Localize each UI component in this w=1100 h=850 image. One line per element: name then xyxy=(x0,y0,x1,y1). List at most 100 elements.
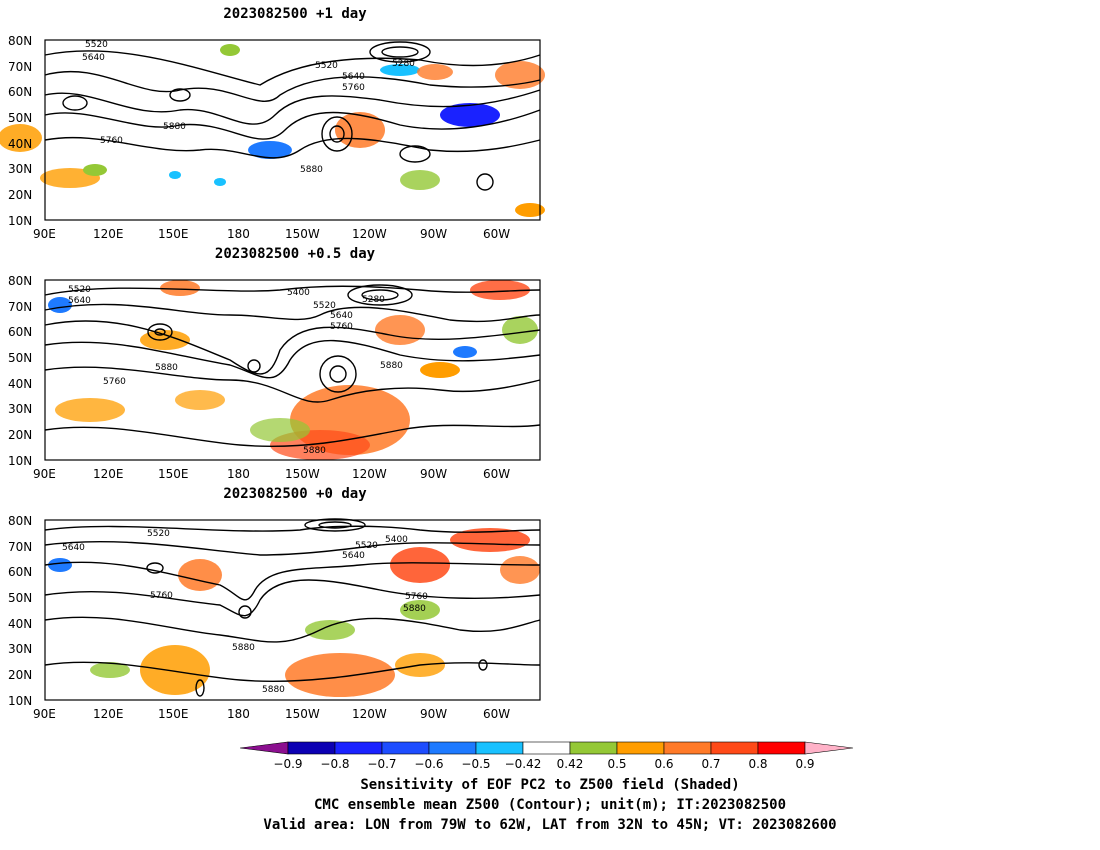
contour-label: 5520 xyxy=(85,40,108,50)
colorbar-swatch xyxy=(710,741,759,755)
lon-labels: 90E 120E 150E 180 150W 120W 90W 60W xyxy=(33,707,510,721)
lon-label: 180 xyxy=(227,707,250,721)
colorbar-tick-label: −0.5 xyxy=(461,757,490,770)
contour-label: 5880 xyxy=(303,446,326,456)
colorbar-swatch xyxy=(663,741,712,755)
contour-layer xyxy=(44,518,541,697)
contour-label: 5640 xyxy=(82,53,105,63)
lat-label: 50N xyxy=(8,111,32,125)
contour-labels: 5520 5640 5400 5520 5280 5640 5760 5760 … xyxy=(68,285,403,456)
lon-label: 60W xyxy=(483,467,510,481)
contour-label: 5880 xyxy=(155,363,178,373)
colorbar-tick-label: 0.5 xyxy=(607,757,626,770)
lat-label: 50N xyxy=(8,351,32,365)
lat-label: 30N xyxy=(8,642,32,656)
lon-label: 90W xyxy=(420,227,447,241)
lat-labels: 80N 70N 60N 50N 40N 30N 20N 10N xyxy=(8,514,32,708)
colorbar-swatch xyxy=(381,741,430,755)
lon-label: 90E xyxy=(33,467,56,481)
map-panel-2: 5520 5640 5400 5520 5280 5640 5760 5760 … xyxy=(8,274,541,481)
shading-layer xyxy=(48,528,540,697)
lat-label: 50N xyxy=(8,591,32,605)
colorbar-swatches xyxy=(240,741,854,755)
contour-label: 5280 xyxy=(392,59,415,69)
lon-label: 150W xyxy=(285,227,320,241)
lat-label: 70N xyxy=(8,540,32,554)
map-frame xyxy=(44,519,541,701)
lon-label: 150W xyxy=(285,707,320,721)
map-frame xyxy=(44,39,541,221)
lat-label: 30N xyxy=(8,402,32,416)
contour-label: 5640 xyxy=(342,551,365,561)
contour-label: 5760 xyxy=(103,377,126,387)
lat-label: 40N xyxy=(8,617,32,631)
colorbar-swatch xyxy=(287,741,336,755)
lat-label: 60N xyxy=(8,85,32,99)
lon-label: 180 xyxy=(227,467,250,481)
panel-3-title: 2023082500 +0 day xyxy=(223,486,367,502)
contour-label: 5760 xyxy=(405,592,428,602)
colorbar: −0.9 −0.8 −0.7 −0.6 −0.5 −0.42 0.42 0.5 0.6 0.7 0.… xyxy=(240,741,854,770)
lon-label: 150E xyxy=(158,227,189,241)
contour-label: 5880 xyxy=(380,361,403,371)
contour-label: 5760 xyxy=(330,322,353,332)
lon-label: 150E xyxy=(158,467,189,481)
lat-label: 40N xyxy=(8,137,32,151)
contour-label: 5520 xyxy=(147,529,170,539)
lon-label: 60W xyxy=(483,227,510,241)
colorbar-swatch xyxy=(475,741,524,755)
contour-layer xyxy=(44,41,541,191)
lat-label: 80N xyxy=(8,274,32,288)
contour-label: 5640 xyxy=(330,311,353,321)
contour-label: 5880 xyxy=(300,165,323,175)
map-panel-3: 5520 5640 5400 5520 5640 5760 5760 5880 … xyxy=(8,514,541,721)
lon-labels: 90E 120E 150E 180 150W 120W 90W 60W xyxy=(33,467,510,481)
lon-label: 150E xyxy=(158,707,189,721)
lat-label: 20N xyxy=(8,188,32,202)
contour-layer xyxy=(44,284,541,447)
contour-label: 5520 xyxy=(355,541,378,551)
lon-label: 120E xyxy=(93,227,124,241)
colorbar-tick-label: −0.6 xyxy=(414,757,443,770)
colorbar-tick-label: 0.42 xyxy=(557,757,584,770)
lat-label: 60N xyxy=(8,325,32,339)
colorbar-tick-label: 0.8 xyxy=(748,757,767,770)
lat-label: 20N xyxy=(8,428,32,442)
map-frame xyxy=(44,279,541,461)
lat-label: 10N xyxy=(8,454,32,468)
caption-line-2: CMC ensemble mean Z500 (Contour); unit(m… xyxy=(313,797,786,813)
colorbar-swatch xyxy=(522,741,571,755)
colorbar-swatch xyxy=(428,741,477,755)
colorbar-swatch xyxy=(569,741,618,755)
lon-label: 90E xyxy=(33,707,56,721)
lat-label: 70N xyxy=(8,300,32,314)
lat-label: 20N xyxy=(8,668,32,682)
lat-label: 70N xyxy=(8,60,32,74)
colorbar-tick-label: −0.9 xyxy=(273,757,302,770)
contour-label: 5760 xyxy=(342,83,365,93)
lon-label: 60W xyxy=(483,707,510,721)
lon-labels: 90E 120E 150E 180 150W 120W 90W 60W xyxy=(33,227,510,241)
lon-label: 120E xyxy=(93,707,124,721)
contour-label: 5640 xyxy=(68,296,91,306)
lat-labels: 80N 70N 60N 50N 40N 30N 20N 10N xyxy=(8,274,32,468)
contour-label: 5760 xyxy=(100,136,123,146)
contour-label: 5640 xyxy=(342,72,365,82)
contour-labels: 5520 5640 5400 5520 5640 5760 5760 5880 … xyxy=(62,529,428,695)
contour-label: 5520 xyxy=(313,301,336,311)
panel-2-title: 2023082500 +0.5 day xyxy=(214,246,376,262)
contour-label: 5280 xyxy=(362,295,385,305)
lon-label: 90W xyxy=(420,467,447,481)
lat-label: 80N xyxy=(8,514,32,528)
lat-labels: 80N 70N 60N 50N 40N 30N 20N 10N xyxy=(8,34,32,228)
contour-labels: 5520 5640 5520 5640 5760 5280 5760 5880 … xyxy=(82,40,415,175)
colorbar-tick-label: −0.8 xyxy=(320,757,349,770)
shading-layer xyxy=(48,280,538,460)
contour-label: 5880 xyxy=(262,685,285,695)
shading-layer xyxy=(0,44,545,217)
colorbar-tick-label: −0.7 xyxy=(367,757,396,770)
colorbar-swatch xyxy=(334,741,383,755)
colorbar-swatch xyxy=(757,741,806,755)
contour-label: 5400 xyxy=(287,288,310,298)
lon-label: 120E xyxy=(93,467,124,481)
